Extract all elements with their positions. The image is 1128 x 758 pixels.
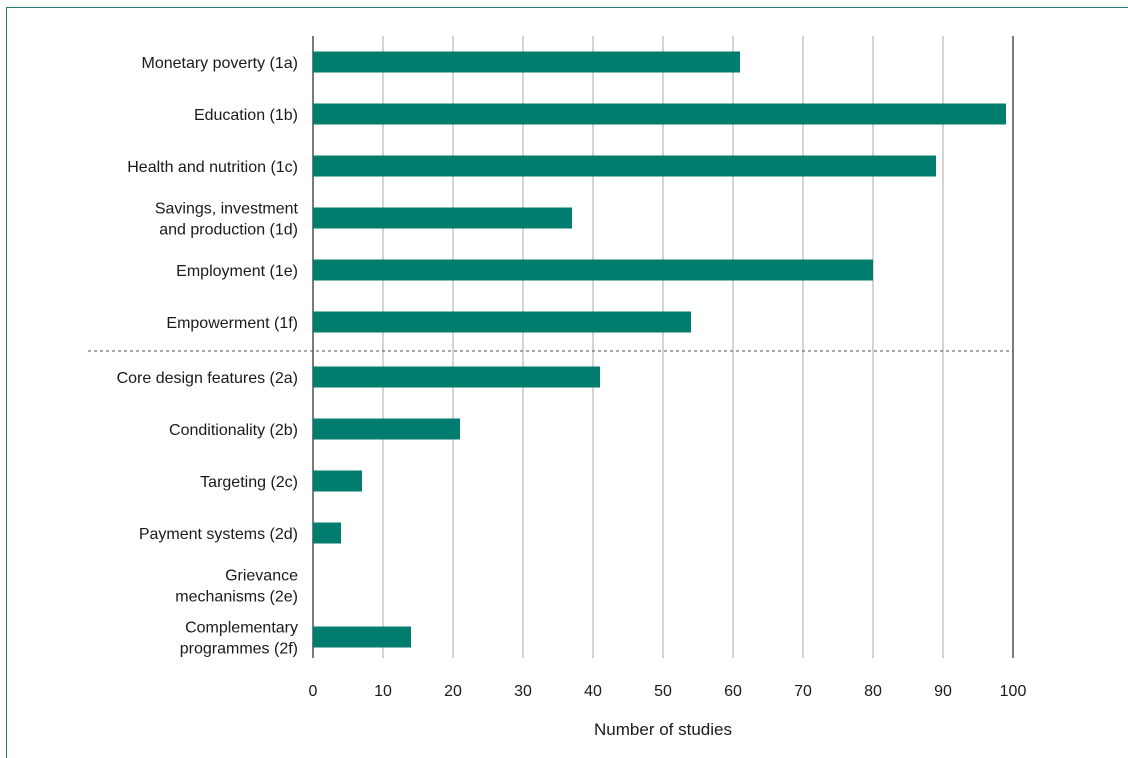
category-label: Core design features (2a)	[117, 370, 298, 387]
gridlines	[88, 36, 1014, 658]
category-label: Grievance mechanisms (2e)	[175, 568, 298, 606]
bar	[313, 366, 600, 388]
x-tick-label: 40	[584, 683, 602, 700]
category-label: Targeting (2c)	[200, 474, 298, 491]
x-tick-label: 0	[309, 683, 318, 700]
bar	[313, 103, 1006, 125]
category-label: Empowerment (1f)	[166, 315, 298, 332]
x-tick-label: 60	[724, 683, 742, 700]
category-label: Education (1b)	[194, 107, 298, 124]
category-label: Employment (1e)	[176, 263, 298, 280]
bar	[313, 207, 572, 229]
bar	[313, 51, 740, 73]
category-label: Monetary poverty (1a)	[141, 55, 298, 72]
chart-frame	[6, 7, 1128, 758]
bar	[313, 259, 873, 281]
category-label: Health and nutrition (1c)	[127, 159, 298, 176]
bar	[313, 470, 362, 492]
x-axis-title: Number of studies	[594, 720, 732, 739]
bar	[313, 522, 341, 544]
x-tick-label: 80	[864, 683, 882, 700]
x-tick-labels: 0 10 20 30 40 50 60 70 80 90 100	[309, 683, 1027, 700]
x-tick-label: 100	[1000, 683, 1027, 700]
category-label: Complementary programmes (2f)	[180, 620, 298, 658]
category-labels: Monetary poverty (1a) Education (1b) Healt…	[117, 55, 299, 658]
category-label: Savings, investment and production (1d)	[155, 201, 299, 239]
x-tick-label: 90	[934, 683, 952, 700]
bar	[313, 418, 460, 440]
bar	[313, 155, 936, 177]
x-tick-label: 20	[444, 683, 462, 700]
bar	[313, 626, 411, 648]
bars	[313, 51, 1006, 648]
x-tick-label: 70	[794, 683, 812, 700]
category-label: Conditionality (2b)	[169, 422, 298, 439]
x-tick-label: 10	[374, 683, 392, 700]
x-tick-label: 30	[514, 683, 532, 700]
category-label: Payment systems (2d)	[139, 526, 298, 543]
bar	[313, 311, 691, 333]
x-tick-label: 50	[654, 683, 672, 700]
